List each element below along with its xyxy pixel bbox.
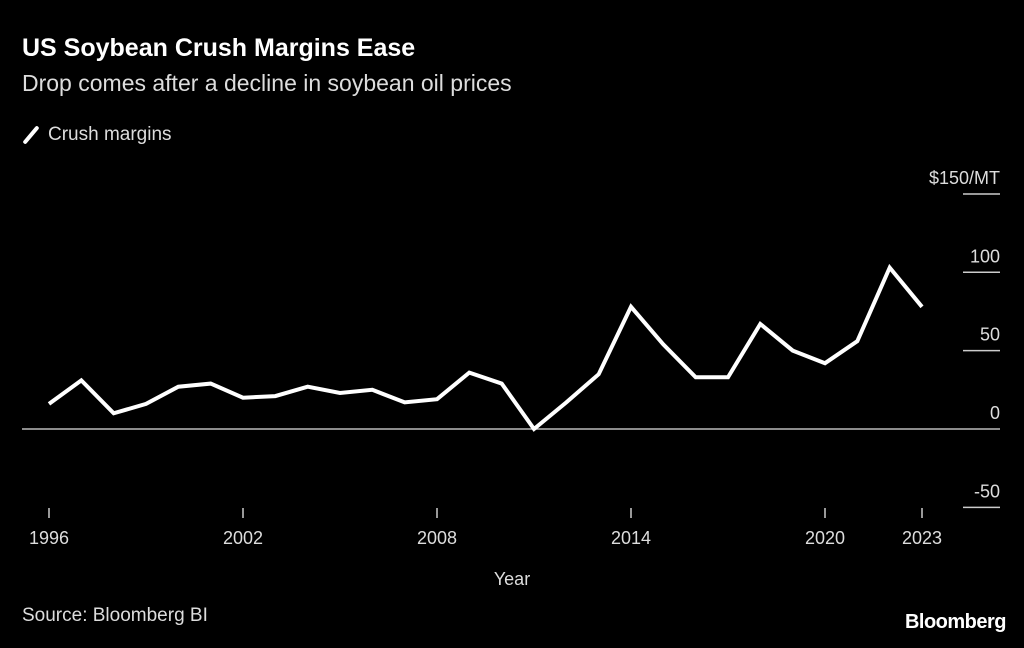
legend: Crush margins	[22, 124, 172, 146]
x-tick-label: 2002	[223, 528, 263, 548]
y-tick-label: 100	[970, 246, 1000, 266]
chart-title: US Soybean Crush Margins Ease	[22, 34, 416, 62]
x-axis-label: Year	[494, 569, 530, 589]
chart-subtitle: Drop comes after a decline in soybean oi…	[22, 70, 512, 96]
y-tick-label: 0	[990, 403, 1000, 423]
source-note: Source: Bloomberg BI	[22, 605, 208, 626]
series-line-crush-margins	[47, 263, 924, 432]
legend-label: Crush margins	[48, 124, 172, 145]
y-tick-label: 50	[980, 325, 1000, 345]
y-tick-label: $150/MT	[929, 168, 1000, 188]
x-tick-label: 2023	[902, 528, 942, 548]
x-tick-label: 2020	[805, 528, 845, 548]
x-tick-label: 2014	[611, 528, 651, 548]
brand-logo: Bloomberg	[904, 611, 1007, 633]
x-tick-label: 1996	[29, 528, 69, 548]
x-tick-label: 2008	[417, 528, 457, 548]
y-tick-label: -50	[974, 481, 1000, 501]
